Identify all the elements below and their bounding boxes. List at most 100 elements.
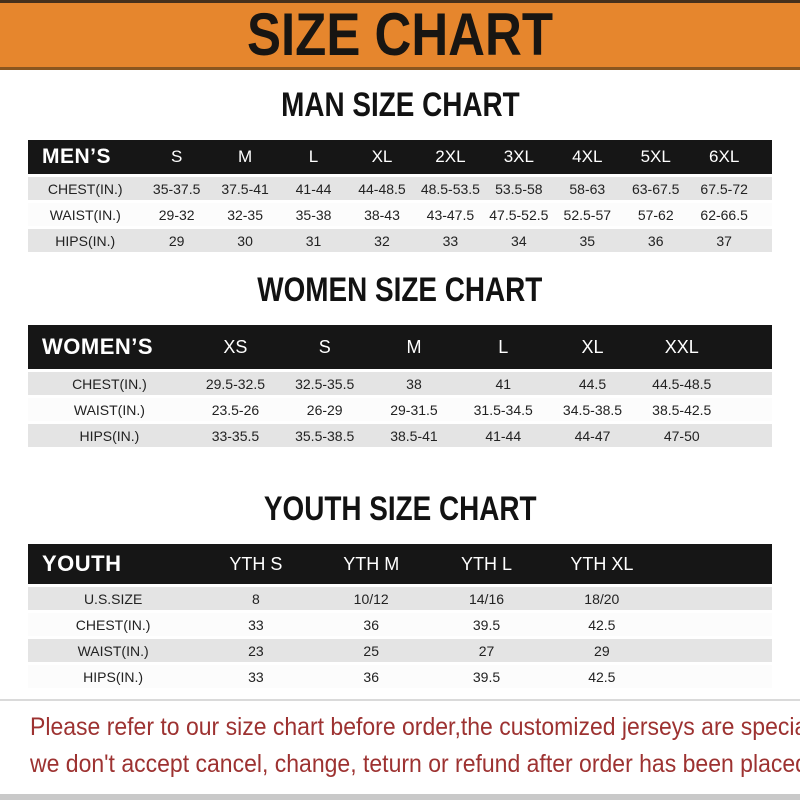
cell-value: 38.5-42.5 xyxy=(652,401,712,418)
table-row: CHEST(IN.) 33 36 39.5 42.5 xyxy=(28,613,772,636)
cell-value: 42.5 xyxy=(588,668,616,685)
row-label: U.S.SIZE xyxy=(83,590,143,607)
cell-value: 29.5-32.5 xyxy=(205,375,266,392)
cell-value: 48.5-53.5 xyxy=(420,180,480,197)
cell-value: 42.5 xyxy=(588,616,616,633)
column-header: 3XL xyxy=(484,140,554,174)
cell-value: 41 xyxy=(495,375,512,392)
header-filler xyxy=(659,544,772,584)
column-header: 2XL xyxy=(416,140,485,174)
table-row: WAIST(IN.) 29-32 32-35 35-38 38-43 43-47.5 47.… xyxy=(28,203,772,226)
disclaimer-line-1: Please refer to our size chart before or… xyxy=(30,713,800,741)
cell-value: 39.5 xyxy=(472,616,501,633)
women-size-table: WOMEN’S XS S M L XL XXL CHEST(IN.) 29.5-32.5 32.5… xyxy=(28,322,772,450)
cell-value: 27 xyxy=(478,642,495,659)
cell-value: 10/12 xyxy=(353,590,389,607)
cell-value: 31 xyxy=(305,232,322,249)
cell-value: 52.5-57 xyxy=(563,206,612,223)
table-row: WAIST(IN.) 23 25 27 29 xyxy=(28,639,772,662)
cell-value: 32.5-35.5 xyxy=(295,375,355,392)
table-band-label: WOMEN’S xyxy=(28,325,191,369)
cell-value: 62-66.5 xyxy=(700,206,748,223)
cell-value: 33 xyxy=(248,668,264,685)
column-header: YTH XL xyxy=(544,544,660,584)
cell-value: 36 xyxy=(363,668,379,685)
cell-value: 32 xyxy=(374,232,390,249)
column-header: L xyxy=(458,325,548,369)
cell-value: 29-31.5 xyxy=(390,401,438,418)
header-filler xyxy=(758,140,772,174)
table-band-label: MEN’S xyxy=(28,140,143,174)
table-row: CHEST(IN.) 29.5-32.5 32.5-35.5 38 41 44.5 44.5… xyxy=(28,372,772,395)
cell-value: 8 xyxy=(251,590,260,607)
cell-value: 57-62 xyxy=(637,206,674,223)
row-filler xyxy=(659,587,772,610)
column-header: XS xyxy=(190,325,281,369)
women-section-title: WOMEN SIZE CHART xyxy=(0,271,800,310)
cell-value: 33-35.5 xyxy=(211,427,260,444)
row-filler xyxy=(726,424,772,447)
table-header-row: YOUTH YTH S YTH M YTH L YTH XL xyxy=(28,544,772,584)
row-label: HIPS(IN.) xyxy=(79,427,140,444)
column-header: 6XL xyxy=(689,140,759,174)
cell-value: 35 xyxy=(579,232,596,249)
table-row: U.S.SIZE 8 10/12 14/16 18/20 xyxy=(28,587,772,610)
row-filler xyxy=(659,665,772,688)
cell-value: 53.5-58 xyxy=(495,180,543,197)
cell-value: 36 xyxy=(647,232,664,249)
youth-section-title: YOUTH SIZE CHART xyxy=(0,490,800,529)
row-label: CHEST(IN.) xyxy=(47,180,123,197)
column-header: XXL xyxy=(637,325,727,369)
cell-value: 58-63 xyxy=(569,180,606,197)
table-row: HIPS(IN.) 29 30 31 32 33 34 35 36 37 xyxy=(28,229,772,252)
row-filler xyxy=(726,372,772,395)
youth-section-title-text: YOUTH SIZE CHART xyxy=(263,490,537,528)
table-row: CHEST(IN.) 35-37.5 37.5-41 41-44 44-48.5 48.5… xyxy=(28,177,772,200)
column-header: YTH S xyxy=(198,544,314,584)
header-filler xyxy=(726,325,772,369)
column-header: L xyxy=(279,140,348,174)
women-size-chart-section: WOMEN SIZE CHART WOMEN’S XS S M L XL XXL CHEST(… xyxy=(0,271,800,450)
row-filler xyxy=(758,177,772,200)
men-section-title: MAN SIZE CHART xyxy=(0,86,800,125)
bottom-edge-strip xyxy=(0,794,800,800)
cell-value: 43-47.5 xyxy=(426,206,475,223)
cell-value: 37.5-41 xyxy=(221,180,269,197)
cell-value: 33 xyxy=(248,616,264,633)
cell-value: 47.5-52.5 xyxy=(489,206,549,223)
row-filler xyxy=(726,398,772,421)
cell-value: 47-50 xyxy=(663,427,700,444)
cell-value: 25 xyxy=(363,642,379,659)
cell-value: 35.5-38.5 xyxy=(295,427,355,444)
row-label: CHEST(IN.) xyxy=(75,616,151,633)
column-header: S xyxy=(142,140,211,174)
column-header: YTH L xyxy=(428,544,545,584)
table-header-row: MEN’S S M L XL 2XL 3XL 4XL 5XL 6XL xyxy=(28,140,772,174)
cell-value: 38-43 xyxy=(364,206,400,223)
table-header-row: WOMEN’S XS S M L XL XXL xyxy=(28,325,772,369)
cell-value: 41-44 xyxy=(485,427,522,444)
cell-value: 41-44 xyxy=(295,180,332,197)
men-size-chart-section: MAN SIZE CHART MEN’S S M L XL 2XL 3XL 4XL 5XL 6XL… xyxy=(0,86,800,255)
cell-value: 44.5 xyxy=(578,375,607,392)
cell-value: 34.5-38.5 xyxy=(562,401,623,418)
banner-title: SIZE CHART xyxy=(247,1,553,68)
cell-value: 23.5-26 xyxy=(211,401,260,418)
cell-value: 31.5-34.5 xyxy=(473,401,533,418)
cell-value: 34 xyxy=(511,232,527,249)
column-header: XL xyxy=(547,325,638,369)
cell-value: 32-35 xyxy=(227,206,263,223)
cell-value: 26-29 xyxy=(306,401,343,418)
cell-value: 29 xyxy=(594,642,610,659)
table-band-label: YOUTH xyxy=(28,544,199,584)
column-header: M xyxy=(210,140,280,174)
cell-value: 37 xyxy=(716,232,732,249)
cell-value: 36 xyxy=(363,616,379,633)
row-label: HIPS(IN.) xyxy=(83,668,144,685)
cell-value: 14/16 xyxy=(468,590,505,607)
cell-value: 35-37.5 xyxy=(152,180,201,197)
disclaimer-line-2: we don't accept cancel, change, teturn o… xyxy=(30,750,800,778)
cell-value: 29 xyxy=(168,232,185,249)
cell-value: 67.5-72 xyxy=(700,180,748,197)
table-row: HIPS(IN.) 33-35.5 35.5-38.5 38.5-41 41-44 44-… xyxy=(28,424,772,447)
